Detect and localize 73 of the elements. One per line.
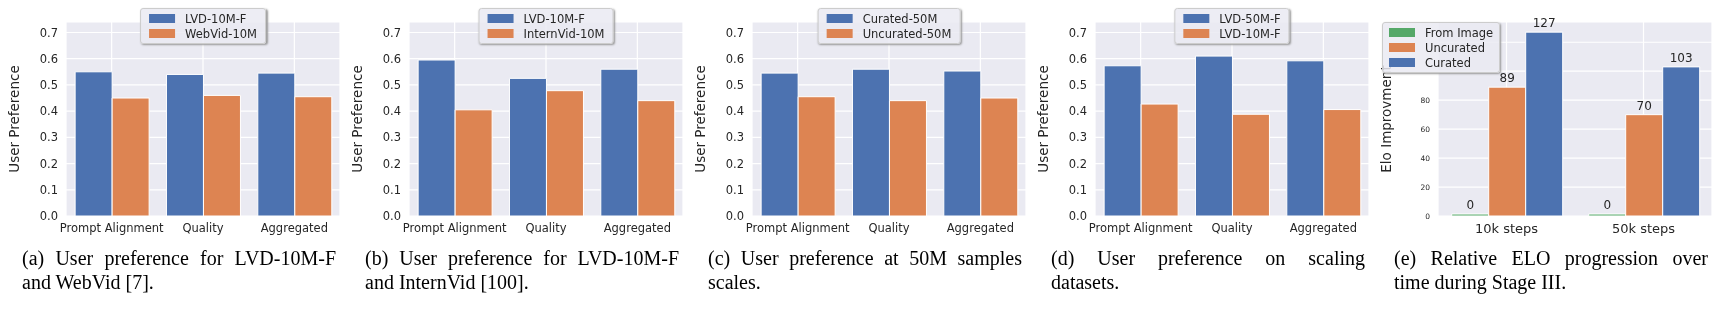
x-tick-label: 50k steps xyxy=(1611,221,1676,237)
legend-label: WebVid-10M xyxy=(185,26,257,41)
y-axis-title: Elo Improvment xyxy=(1377,65,1394,173)
legend-label: LVD-50M-F xyxy=(1219,11,1281,26)
x-tick-label: Aggregated xyxy=(603,221,671,236)
x-tick-label: Quality xyxy=(868,221,910,236)
y-tick-label: 0.7 xyxy=(725,25,744,40)
text: (b) User preference for LVD-10M-F and InternVid [100]. xyxy=(364,246,680,294)
legend-label: Curated-50M xyxy=(862,11,938,26)
y-tick-label: 0.2 xyxy=(1068,156,1087,171)
y-tick-label: 0.6 xyxy=(725,51,744,66)
x-tick-label: Quality xyxy=(182,221,224,236)
legend-label: From Image xyxy=(1425,25,1494,40)
y-tick-label: 0.4 xyxy=(39,104,58,119)
y-tick-label: 0.7 xyxy=(39,25,58,40)
data-label: 0 xyxy=(1466,198,1475,212)
y-tick-label: 0.5 xyxy=(39,78,58,92)
x-tick-label: Prompt Alignment xyxy=(745,221,851,236)
x-tick-label: Aggregated xyxy=(1289,221,1357,236)
y-tick-label: 0.4 xyxy=(382,104,401,119)
y-tick-label: 0.6 xyxy=(39,51,58,66)
y-axis-title: User Preference xyxy=(1034,65,1051,173)
y-axis-title: User Preference xyxy=(348,65,365,173)
y-tick-label: 0.2 xyxy=(382,156,401,171)
y-tick-label: 0.6 xyxy=(1068,51,1087,66)
legend-label: Uncurated-50M xyxy=(862,26,952,41)
x-tick-label: Quality xyxy=(1211,221,1253,236)
legend-label: LVD-10M-F xyxy=(1219,26,1281,41)
y-tick-label: 0.7 xyxy=(1068,25,1087,40)
y-tick-label: 0.3 xyxy=(725,130,744,145)
y-tick-label: 0.4 xyxy=(725,104,744,119)
data-label: 0 xyxy=(1603,198,1612,212)
y-tick-label: 0.0 xyxy=(382,209,401,224)
y-tick-label: 0.0 xyxy=(39,209,58,224)
y-tick-label: 0.5 xyxy=(382,78,401,92)
text: (c) User preference at 50M samples scales. xyxy=(707,246,1023,294)
text: (d) User preference on scaling datasets. xyxy=(1050,246,1366,294)
y-tick-label: 0.1 xyxy=(1068,182,1087,197)
y-tick-label: 0.1 xyxy=(382,182,401,197)
y-tick-label: 0.3 xyxy=(382,130,401,145)
data-label: 89 xyxy=(1499,71,1515,86)
y-tick-label: 0.0 xyxy=(1068,209,1087,224)
y-tick-label: 0.1 xyxy=(39,182,58,197)
legend-label: InternVid-10M xyxy=(523,26,605,41)
y-tick-label: 0.6 xyxy=(382,51,401,66)
legend-label: LVD-10M-F xyxy=(523,11,585,26)
y-axis-title: User Preference xyxy=(691,65,708,173)
x-tick-label: Prompt Alignment xyxy=(402,221,508,236)
x-tick-label: Quality xyxy=(525,221,567,236)
x-tick-label: Prompt Alignment xyxy=(1088,221,1194,236)
legend-label: Uncurated xyxy=(1425,40,1485,55)
y-tick-label: 0.5 xyxy=(725,78,744,92)
y-tick-label: 0.3 xyxy=(39,130,58,145)
y-tick-label: 0.0 xyxy=(725,209,744,224)
y-tick-label: 0.7 xyxy=(382,25,401,40)
data-label: 127 xyxy=(1532,16,1556,31)
y-tick-label: 0.1 xyxy=(725,182,744,197)
y-tick-label: 0.4 xyxy=(1068,104,1087,119)
data-label: 103 xyxy=(1669,50,1693,65)
y-tick-label: 0.5 xyxy=(1068,78,1087,92)
x-tick-label: 10k steps xyxy=(1474,221,1539,237)
y-axis-title: User Preference xyxy=(5,65,22,173)
x-tick-label: Aggregated xyxy=(946,221,1014,236)
y-tick-label: 0.2 xyxy=(725,156,744,171)
y-tick-label: 0.3 xyxy=(1068,130,1087,145)
y-tick-label: 0.2 xyxy=(39,156,58,171)
x-tick-label: Prompt Alignment xyxy=(59,221,165,236)
legend-label: Curated xyxy=(1425,55,1471,70)
text: (a) User preference for LVD-10M-F and WebVid [7]. xyxy=(21,246,337,294)
legend-label: LVD-10M-F xyxy=(185,11,247,26)
text: (e) Relative ELO progression over time during Stage III. xyxy=(1393,246,1709,294)
x-tick-label: Aggregated xyxy=(260,221,328,236)
data-label: 70 xyxy=(1636,98,1652,113)
